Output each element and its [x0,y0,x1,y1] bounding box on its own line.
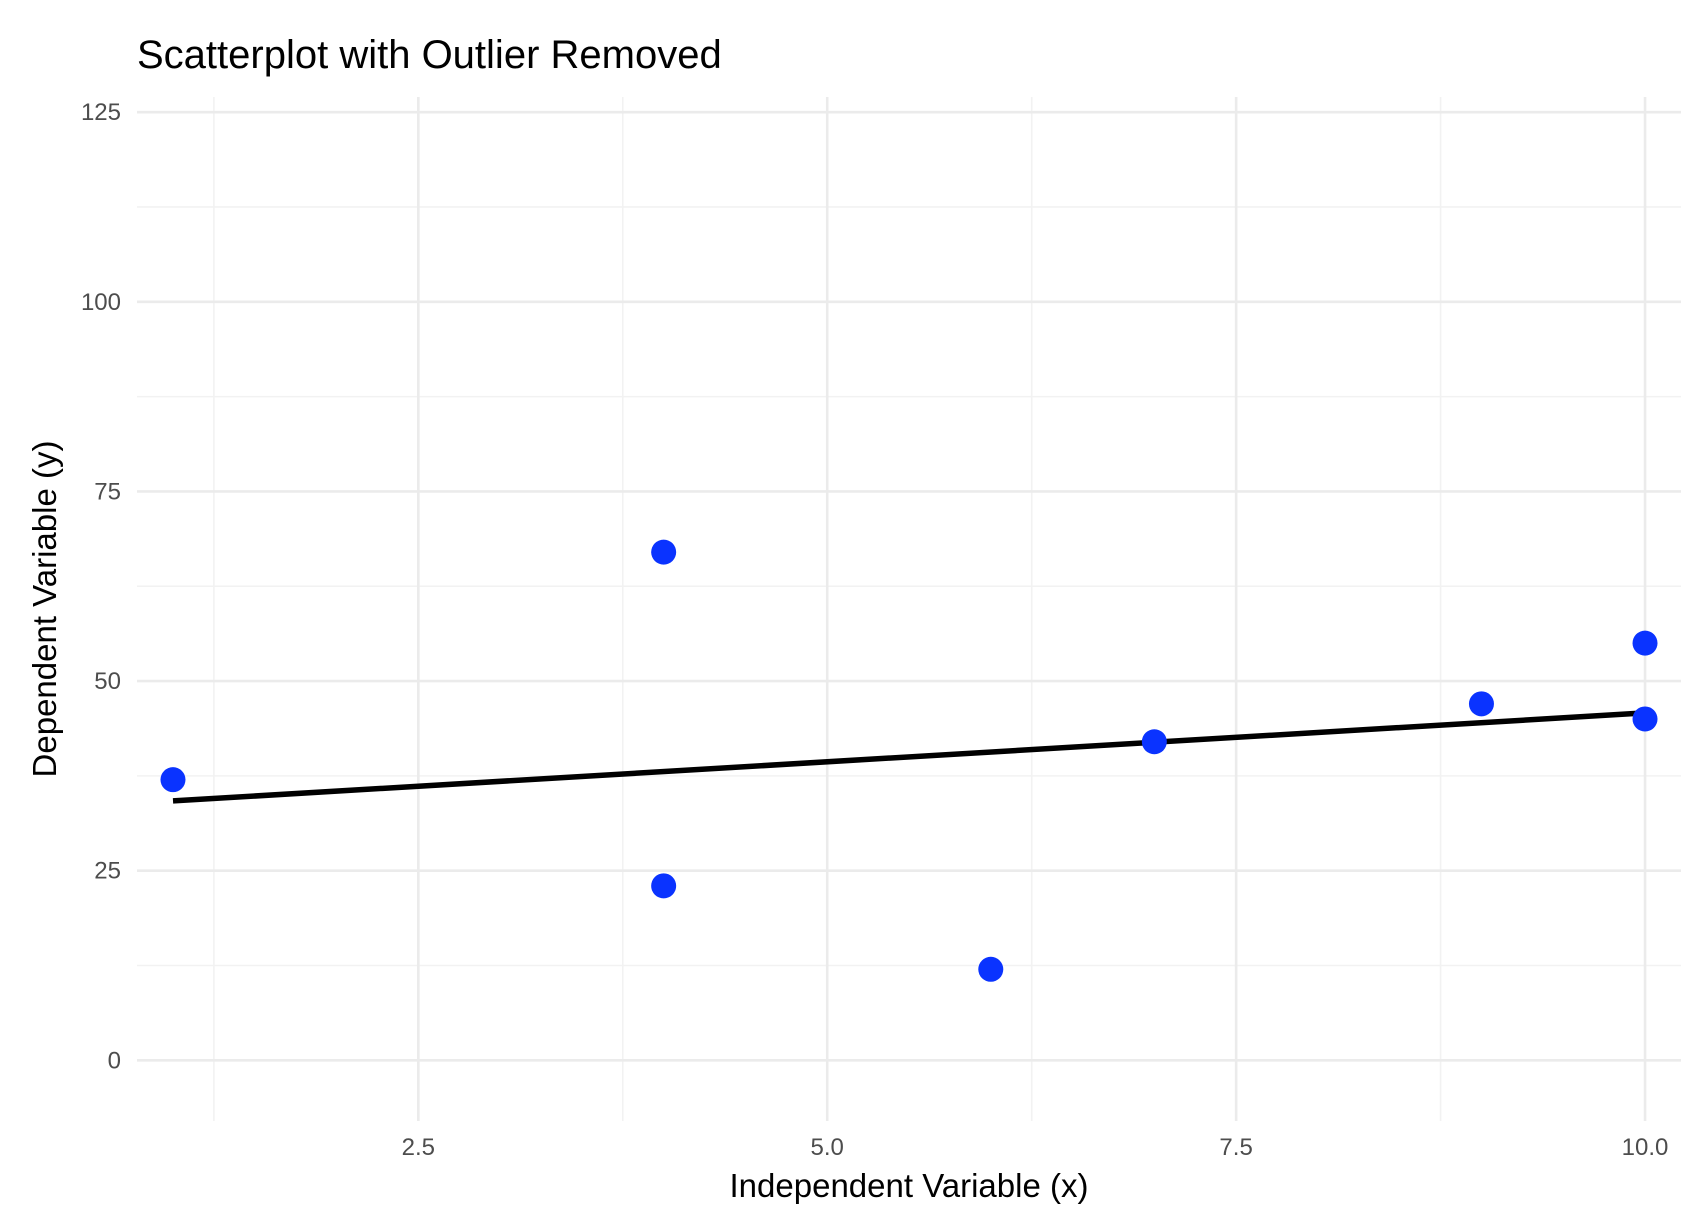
y-tick-label: 100 [81,289,121,316]
y-tick-label: 125 [81,99,121,126]
x-tick-label: 2.5 [402,1134,435,1161]
y-tick-label: 25 [94,858,121,885]
data-point [1468,691,1494,717]
y-tick-label: 50 [94,668,121,695]
y-tick-label: 0 [108,1047,121,1074]
tick-labels: 0 25 50 75 100 125 2.5 5.0 7.5 10.0 [81,99,1668,1161]
grid [137,97,1681,1121]
chart-title: Scatterplot with Outlier Removed [137,33,722,77]
data-point [1632,706,1658,732]
data-point [1632,630,1658,656]
x-tick-label: 5.0 [811,1134,844,1161]
points-layer [160,539,1658,982]
data-point [1141,729,1167,755]
regression-line-layer [172,710,1646,804]
x-axis-title: Independent Variable (x) [730,1167,1089,1204]
data-point [651,873,677,899]
data-point [651,539,677,565]
data-point [160,767,186,793]
x-tick-label: 10.0 [1622,1134,1669,1161]
data-point [978,956,1004,982]
y-tick-label: 75 [94,478,121,505]
y-axis-title: Dependent Variable (y) [26,441,63,778]
x-tick-label: 7.5 [1219,1134,1252,1161]
regression-line [172,710,1646,804]
